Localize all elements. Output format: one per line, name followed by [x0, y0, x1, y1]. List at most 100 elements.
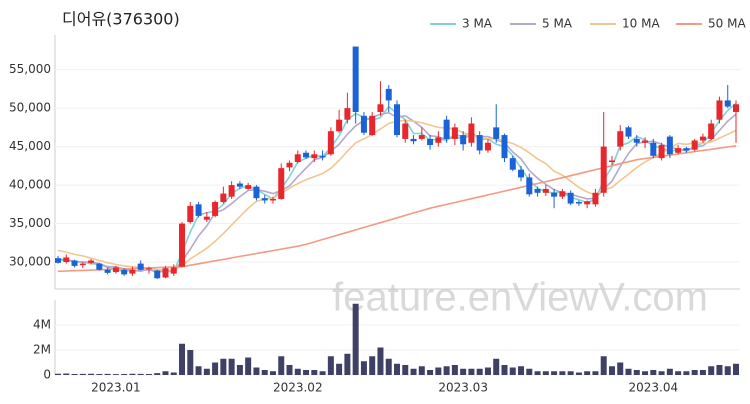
candle-body: [327, 131, 334, 155]
y-tick-label: 2M: [33, 343, 51, 357]
volume-bar: [369, 356, 376, 375]
volume-bar: [716, 365, 723, 375]
volume-bar: [253, 367, 260, 375]
volume-bar: [360, 361, 367, 375]
candle-body: [534, 188, 541, 193]
volume-bar: [88, 373, 95, 375]
volume-bar: [633, 370, 640, 375]
candle-body: [360, 115, 367, 133]
volume-bar: [542, 371, 549, 375]
candle-body: [170, 267, 177, 274]
ma-line: [57, 119, 737, 272]
candle-body: [344, 108, 351, 120]
volume-bar: [476, 368, 483, 375]
volume-bar: [195, 366, 202, 375]
x-tick-label: 2023.04: [629, 381, 679, 395]
ma-line: [57, 145, 737, 273]
candle-body: [625, 127, 632, 137]
y-tick-label: 35,000: [9, 216, 51, 230]
candle-body: [294, 154, 301, 162]
candle-body: [484, 142, 491, 151]
volume-bar: [344, 353, 351, 375]
x-tick-label: 2023.01: [91, 381, 141, 395]
volume-bar: [303, 370, 310, 375]
volume-bar: [129, 373, 136, 375]
candle-body: [551, 192, 558, 197]
candle-body: [451, 127, 458, 139]
volume-bar: [600, 356, 607, 375]
volume-bar: [319, 371, 326, 375]
candle-body: [55, 258, 61, 263]
candle-body: [203, 216, 210, 220]
volume-bar: [518, 366, 525, 375]
candle-body: [137, 263, 144, 270]
candle-body: [683, 148, 690, 151]
candle-body: [162, 268, 169, 278]
candle-body: [592, 192, 599, 205]
volume-bar: [493, 358, 500, 375]
volume-bar: [691, 370, 698, 375]
volume-bar: [394, 363, 400, 375]
volume-bar: [236, 365, 243, 375]
volume-bar: [187, 350, 194, 375]
volume-bar: [484, 367, 491, 375]
candle-body: [319, 155, 326, 158]
candle-body: [385, 88, 392, 101]
volume-bar: [170, 372, 177, 375]
y-tick-label: 30,000: [9, 255, 51, 269]
candle-body: [708, 123, 715, 139]
y-tick-label: 4M: [33, 318, 51, 332]
candle-body: [88, 260, 95, 263]
candle-body: [658, 145, 665, 159]
volume-bar: [559, 371, 566, 375]
volume-bar: [658, 371, 665, 375]
volume-bar: [708, 366, 715, 375]
candle-body: [311, 154, 318, 159]
candle-body: [427, 138, 434, 146]
volume-bar: [501, 365, 508, 375]
volume-bar: [145, 374, 152, 375]
volume-bar: [212, 362, 219, 375]
volume-bar: [468, 368, 475, 375]
candle-body: [476, 135, 483, 151]
candle-body: [212, 202, 219, 216]
candle-body: [261, 198, 268, 201]
legend-label: 5 MA: [542, 17, 573, 31]
volume-bar: [534, 371, 541, 375]
candle-body: [691, 140, 698, 150]
candle-body: [526, 177, 533, 195]
candle-body: [286, 162, 293, 168]
candle-body: [195, 204, 202, 216]
candle-body: [600, 146, 607, 193]
volume-bar: [385, 358, 392, 375]
candle-body: [418, 135, 425, 139]
candle-body: [666, 136, 673, 155]
volume-bar: [402, 365, 409, 375]
volume-bar: [418, 366, 425, 375]
volume-bar: [724, 366, 731, 375]
candle-body: [253, 186, 260, 199]
volume-bar: [294, 368, 301, 375]
volume-bar: [592, 371, 599, 375]
candle-body: [377, 104, 384, 112]
volume-bar: [377, 347, 384, 375]
candle-body: [336, 119, 343, 132]
volume-bar: [435, 367, 442, 375]
volume-bar: [327, 356, 334, 375]
volume-bar: [121, 374, 128, 375]
candle-body: [352, 46, 359, 112]
volume-bar: [526, 368, 533, 375]
volume-bar: [137, 373, 144, 375]
candle-body: [145, 268, 152, 270]
volume-bar: [179, 343, 186, 375]
candle-body: [112, 267, 119, 273]
volume-bar: [162, 371, 169, 375]
candle-body: [650, 142, 657, 156]
volume-bar: [617, 362, 624, 375]
candle-body: [278, 168, 285, 199]
y-tick-label: 0: [43, 368, 51, 382]
candle-body: [518, 169, 525, 178]
candle-body: [435, 137, 442, 143]
candle-body: [63, 257, 70, 263]
candle-body: [220, 193, 227, 203]
